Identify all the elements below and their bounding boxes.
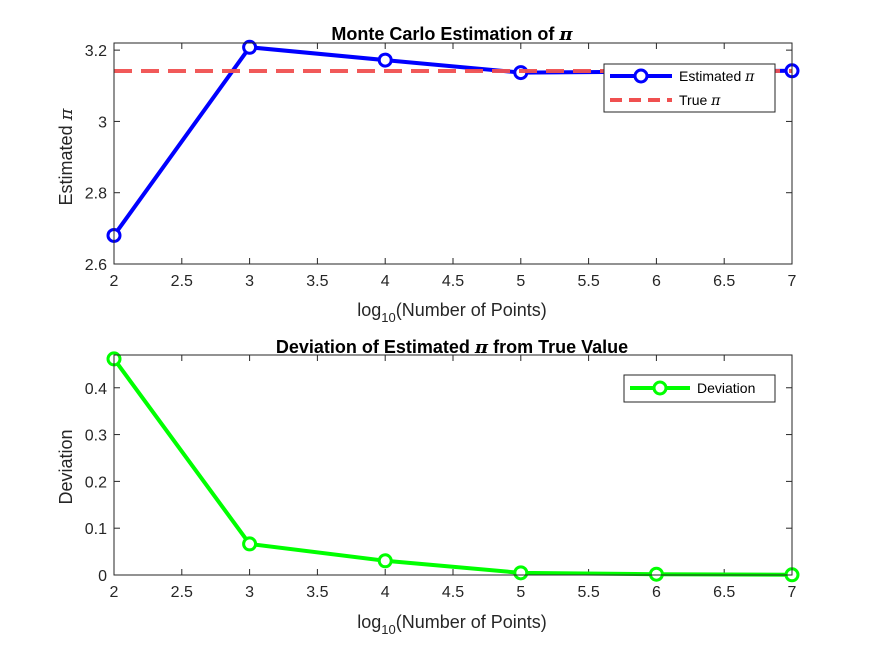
y-tick-label: 3.2 — [85, 43, 107, 60]
x-tick-label: 2 — [110, 273, 119, 290]
data-point — [377, 553, 393, 569]
y-tick-label: 2.8 — [85, 186, 107, 203]
y-tick-label: 0.2 — [85, 474, 107, 491]
y-tick-label: 3 — [98, 114, 107, 131]
legend-marker-estimated — [633, 68, 649, 84]
y-tick-labels: 0 0.1 0.2 0.3 0.4 — [85, 381, 107, 585]
x-axis-label: log10(Number of Points) — [357, 300, 547, 325]
x-tick-label: 3.5 — [306, 584, 328, 601]
y-tick-label: 2.6 — [85, 257, 107, 274]
x-tick-labels: 2 2.5 3 3.5 4 4.5 5 5.5 6 6.5 7 — [110, 273, 797, 290]
data-point — [377, 52, 393, 68]
legend-label-estimated: Estimated π — [679, 68, 755, 85]
x-axis-label: log10(Number of Points) — [357, 612, 547, 637]
y-tick-label: 0.3 — [85, 428, 107, 445]
data-point — [242, 39, 258, 55]
estimation-chart: Monte Carlo Estimation of π log10(Number… — [56, 24, 800, 325]
legend-box — [603, 63, 776, 113]
data-point — [242, 536, 258, 552]
axes-box — [113, 354, 793, 576]
x-tick-label: 3 — [245, 584, 254, 601]
x-tick-label: 7 — [788, 273, 797, 290]
x-tick-label: 2.5 — [171, 273, 193, 290]
chart-title: Monte Carlo Estimation of π — [331, 24, 573, 45]
data-point — [513, 565, 529, 581]
legend-label-true: True π — [679, 92, 721, 109]
x-tick-label: 3 — [245, 273, 254, 290]
y-tick-label: 0.1 — [85, 521, 107, 538]
x-tick-label: 7 — [788, 584, 797, 601]
chart-title: Deviation of Estimated π from True Value — [276, 337, 628, 358]
y-axis-label: Deviation — [56, 429, 76, 504]
x-tick-label: 6 — [652, 584, 661, 601]
x-tick-labels: 2 2.5 3 3.5 4 4.5 5 5.5 6 6.5 7 — [110, 584, 797, 601]
x-tick-label: 3.5 — [306, 273, 328, 290]
deviation-chart: Deviation of Estimated π from True Value… — [56, 337, 800, 637]
axes-box — [113, 42, 793, 265]
x-tick-label: 2.5 — [171, 584, 193, 601]
x-tick-label: 5.5 — [577, 273, 599, 290]
series-line-deviation — [112, 357, 793, 577]
y-tick-label: 0 — [98, 568, 107, 585]
x-tick-label: 4.5 — [442, 584, 464, 601]
y-tick-label: 0.4 — [85, 381, 107, 398]
legend-marker-deviation — [652, 380, 668, 396]
x-tick-label: 6.5 — [713, 584, 735, 601]
legend-label-deviation: Deviation — [697, 380, 755, 396]
x-tick-label: 6 — [652, 273, 661, 290]
y-axis-label: Estimated π — [56, 107, 77, 205]
x-tick-label: 5.5 — [577, 584, 599, 601]
legend: Estimated π True π — [603, 63, 776, 113]
x-tick-label: 4 — [381, 273, 390, 290]
x-tick-label: 5 — [516, 584, 525, 601]
x-tick-label: 2 — [110, 584, 119, 601]
x-tick-label: 6.5 — [713, 273, 735, 290]
x-tick-label: 4.5 — [442, 273, 464, 290]
x-tick-label: 5 — [516, 273, 525, 290]
data-point — [648, 566, 664, 582]
x-tick-label: 4 — [381, 584, 390, 601]
y-tick-labels: 2.6 2.8 3 3.2 — [85, 43, 107, 274]
legend: Deviation — [623, 374, 776, 403]
